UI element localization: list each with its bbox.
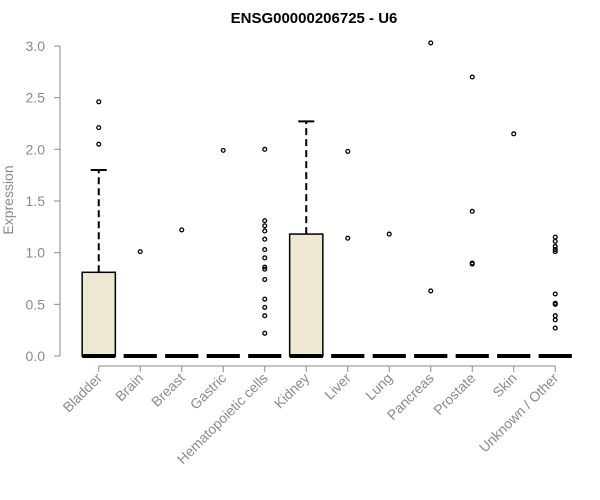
box-group bbox=[455, 74, 489, 358]
x-tick-label: Bladder bbox=[59, 370, 105, 416]
outlier-point bbox=[179, 227, 185, 233]
outlier-point bbox=[428, 288, 434, 294]
outlier-point bbox=[96, 125, 102, 131]
outlier-point bbox=[552, 291, 558, 297]
x-tick-label: Unknown / Other bbox=[476, 370, 562, 456]
outlier-point bbox=[262, 228, 268, 234]
outlier-point bbox=[552, 243, 558, 250]
outlier-point bbox=[262, 266, 268, 272]
x-tick-label: Brain bbox=[112, 370, 146, 404]
x-tick-label: Skin bbox=[489, 370, 520, 401]
y-tick-label: 0.5 bbox=[26, 296, 46, 312]
y-tick-label: 3.0 bbox=[26, 38, 46, 54]
outlier-point bbox=[552, 325, 558, 331]
box-group bbox=[372, 231, 406, 358]
outlier-point bbox=[552, 247, 558, 253]
x-tick-label: Kidney bbox=[271, 370, 313, 412]
outlier-point bbox=[262, 236, 268, 242]
outlier-point bbox=[96, 99, 102, 105]
box-group bbox=[288, 120, 324, 358]
outlier-point bbox=[262, 330, 268, 336]
outlier-point bbox=[511, 131, 517, 137]
box-group bbox=[331, 148, 365, 358]
x-tick-label: Liver bbox=[321, 370, 354, 403]
outlier-point bbox=[220, 147, 226, 153]
outlier-point bbox=[262, 247, 268, 253]
box-group bbox=[206, 147, 240, 358]
outlier-point bbox=[552, 249, 558, 255]
outlier-point bbox=[262, 276, 268, 283]
box-group bbox=[497, 131, 531, 358]
box-group bbox=[81, 99, 117, 358]
x-tick-label: Lung bbox=[362, 370, 395, 403]
outlier-point bbox=[552, 317, 558, 323]
outlier-point bbox=[262, 218, 268, 224]
outlier-point bbox=[137, 249, 143, 255]
outlier-point bbox=[552, 238, 558, 244]
outlier-point bbox=[262, 313, 268, 319]
outlier-point bbox=[469, 260, 475, 266]
box-group bbox=[248, 146, 282, 358]
x-tick-label: Breast bbox=[148, 370, 188, 410]
box-group bbox=[538, 234, 572, 358]
outlier-point bbox=[469, 74, 475, 80]
boxes-layer bbox=[81, 40, 572, 358]
outlier-point bbox=[96, 141, 102, 147]
box-group bbox=[123, 249, 157, 358]
outlier-point bbox=[469, 208, 475, 214]
y-axis: 0.0 0.5 1.0 1.5 2.0 2.5 3.0 bbox=[26, 38, 61, 364]
box-group bbox=[414, 40, 448, 358]
outlier-point bbox=[552, 234, 558, 240]
outlier-point bbox=[428, 40, 434, 46]
iqr-box bbox=[81, 271, 117, 357]
outlier-point bbox=[345, 148, 351, 154]
y-tick-label: 1.5 bbox=[26, 193, 46, 209]
y-tick-label: 1.0 bbox=[26, 245, 46, 261]
iqr-box bbox=[288, 233, 324, 357]
outlier-point bbox=[262, 255, 268, 261]
outlier-point bbox=[262, 296, 268, 302]
y-tick-label: 2.5 bbox=[26, 90, 46, 106]
y-tick-label: 0.0 bbox=[26, 348, 46, 364]
outlier-point bbox=[262, 223, 268, 229]
outlier-point bbox=[552, 300, 558, 306]
outlier-point bbox=[262, 304, 268, 310]
outlier-point bbox=[262, 264, 268, 270]
chart-title: ENSG00000206725 - U6 bbox=[231, 10, 398, 27]
y-axis-label: Expression bbox=[0, 165, 16, 234]
outlier-point bbox=[386, 231, 392, 237]
outlier-point bbox=[552, 313, 558, 319]
outlier-point bbox=[262, 146, 268, 152]
outlier-point bbox=[345, 235, 351, 241]
box-group bbox=[165, 227, 199, 358]
x-tick-label: Prostate bbox=[430, 370, 478, 418]
y-tick-label: 2.0 bbox=[26, 141, 46, 157]
